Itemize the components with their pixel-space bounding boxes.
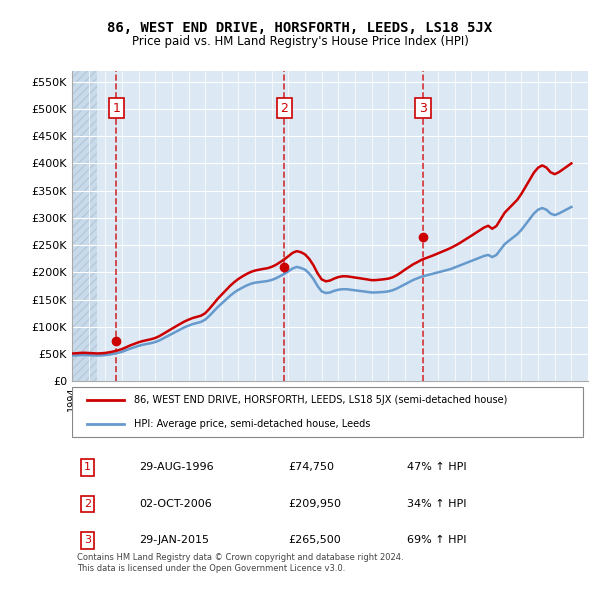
Text: 86, WEST END DRIVE, HORSFORTH, LEEDS, LS18 5JX (semi-detached house): 86, WEST END DRIVE, HORSFORTH, LEEDS, LS…	[134, 395, 507, 405]
Text: Contains HM Land Registry data © Crown copyright and database right 2024.
This d: Contains HM Land Registry data © Crown c…	[77, 553, 404, 573]
Text: £74,750: £74,750	[289, 463, 335, 473]
FancyBboxPatch shape	[72, 387, 583, 437]
Text: 1: 1	[112, 101, 121, 114]
Text: Price paid vs. HM Land Registry's House Price Index (HPI): Price paid vs. HM Land Registry's House …	[131, 35, 469, 48]
Text: 29-AUG-1996: 29-AUG-1996	[139, 463, 214, 473]
Text: £209,950: £209,950	[289, 499, 342, 509]
Text: 2: 2	[84, 499, 91, 509]
Text: 29-JAN-2015: 29-JAN-2015	[139, 535, 209, 545]
Text: 69% ↑ HPI: 69% ↑ HPI	[407, 535, 467, 545]
Text: 34% ↑ HPI: 34% ↑ HPI	[407, 499, 467, 509]
Text: 2: 2	[280, 101, 288, 114]
Text: HPI: Average price, semi-detached house, Leeds: HPI: Average price, semi-detached house,…	[134, 419, 370, 430]
Text: 1: 1	[84, 463, 91, 473]
Text: 47% ↑ HPI: 47% ↑ HPI	[407, 463, 467, 473]
Text: 3: 3	[84, 535, 91, 545]
Text: 02-OCT-2006: 02-OCT-2006	[139, 499, 212, 509]
Text: 86, WEST END DRIVE, HORSFORTH, LEEDS, LS18 5JX: 86, WEST END DRIVE, HORSFORTH, LEEDS, LS…	[107, 21, 493, 35]
Text: £265,500: £265,500	[289, 535, 341, 545]
Bar	[72, 71, 97, 381]
Text: 3: 3	[419, 101, 427, 114]
